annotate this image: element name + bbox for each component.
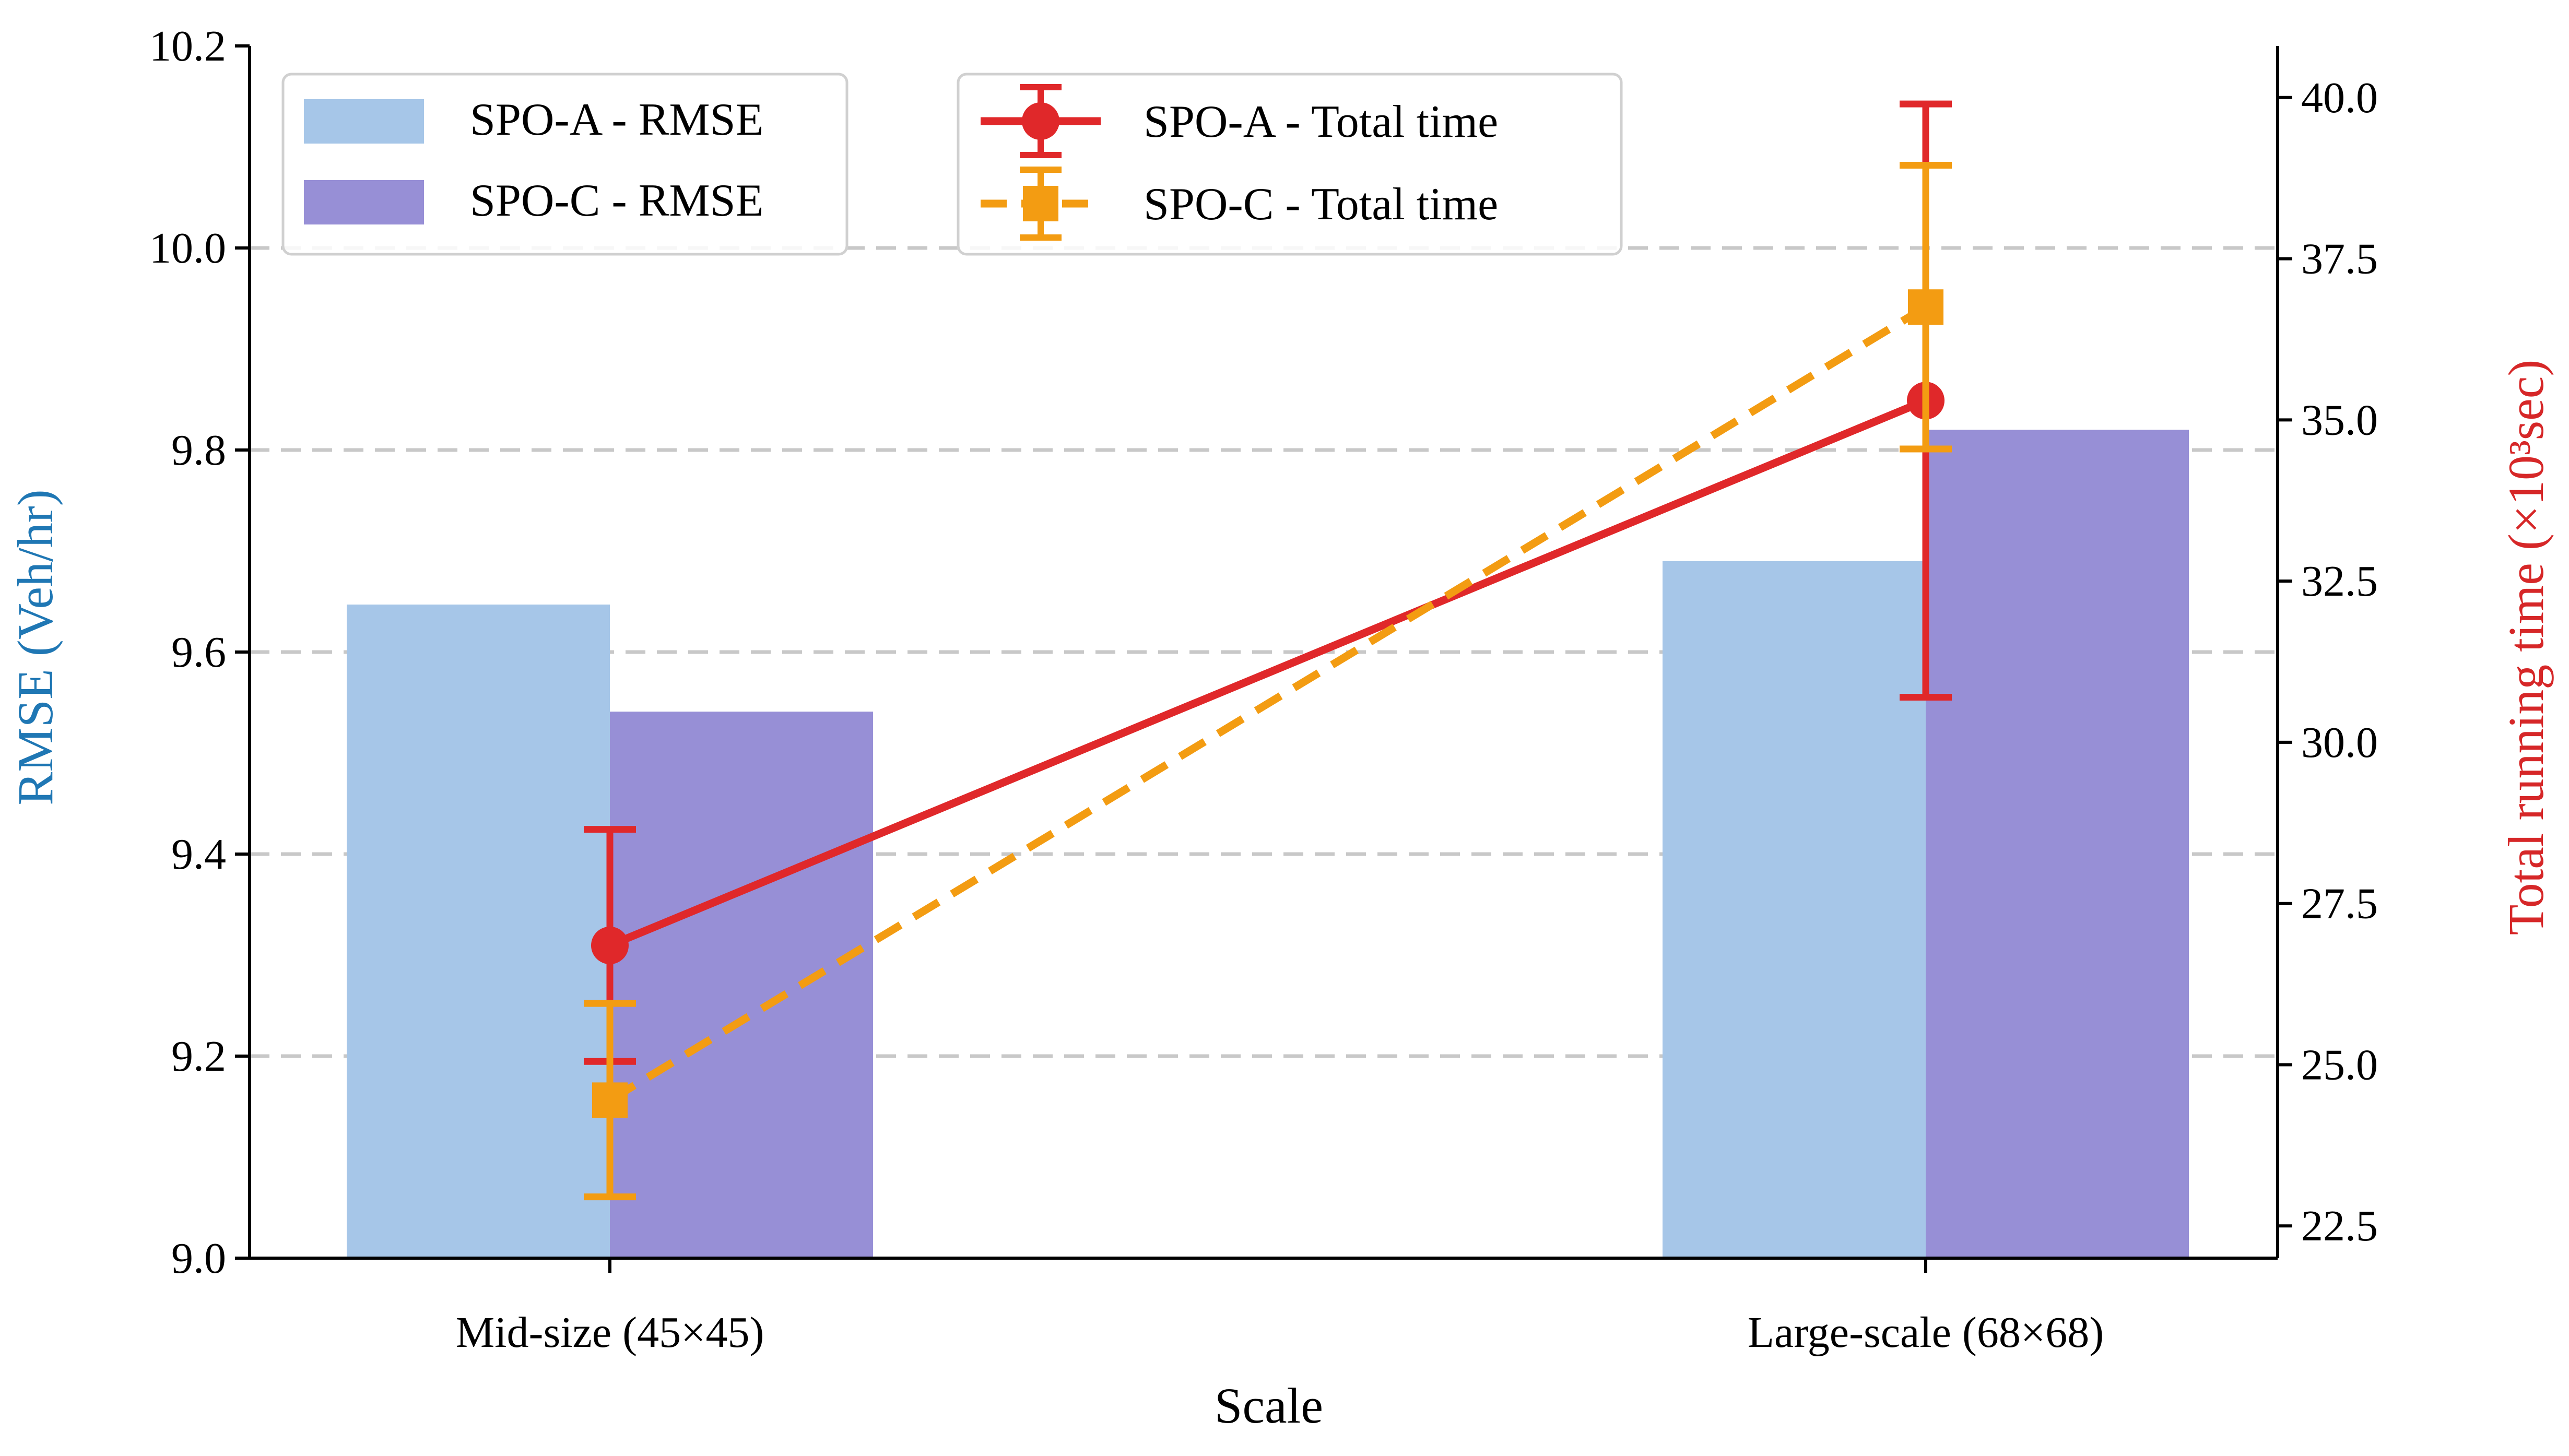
right-tick-label: 30.0	[2301, 718, 2378, 767]
x-axis-title: Scale	[1215, 1378, 1323, 1434]
line-layer	[584, 100, 1952, 1201]
legend-swatch-spo-c-rmse	[304, 180, 424, 224]
axes: 9.0 9.2 9.4 9.6 9.8 10.0 10.2 22.5 25.0 27.5 30.0 3…	[149, 22, 2378, 1357]
right-tick-label: 27.5	[2301, 880, 2378, 928]
legend-marker-circle	[1022, 102, 1059, 140]
legend-swatch-spo-a-rmse	[304, 99, 424, 144]
right-tick-label: 35.0	[2301, 396, 2378, 444]
legend-label: SPO-C - RMSE	[470, 175, 763, 226]
left-tick-label: 9.6	[171, 628, 226, 677]
x-tick-label: Large-scale (68×68)	[1748, 1308, 2104, 1357]
right-tick-label: 37.5	[2301, 235, 2378, 283]
right-tick-label: 25.0	[2301, 1040, 2378, 1089]
marker-spo-a-0	[591, 926, 629, 964]
marker-spo-c-0	[592, 1082, 628, 1118]
legend-box-time	[957, 73, 1623, 256]
right-axis-title: Total running time (×10³sec)	[2498, 360, 2554, 936]
bar-spo-c-0	[610, 712, 873, 1258]
legend-label: SPO-A - RMSE	[470, 94, 763, 145]
left-tick-label: 9.0	[171, 1234, 226, 1283]
left-axis-title: RMSE (Veh/hr)	[7, 489, 63, 805]
legend-marker-square	[1023, 186, 1058, 221]
series-line-spo-a	[608, 397, 1927, 949]
legends: SPO-A - RMSE SPO-C - RMSE SPO-A - Total ti…	[281, 73, 1623, 256]
bar-spo-a-1	[1663, 561, 1926, 1258]
left-tick-label: 9.4	[171, 830, 226, 879]
marker-spo-c-1	[1908, 289, 1943, 325]
bar-spo-c-1	[1926, 430, 2189, 1258]
left-tick-label: 10.2	[149, 22, 226, 70]
right-tick-label: 22.5	[2301, 1202, 2378, 1250]
legend-label: SPO-C - Total time	[1144, 179, 1498, 230]
bar-layer	[347, 430, 2189, 1258]
left-tick-label: 9.8	[171, 426, 226, 475]
right-tick-label: 40.0	[2301, 74, 2378, 122]
left-tick-label: 10.0	[149, 224, 226, 273]
bar-spo-a-0	[347, 605, 610, 1258]
x-tick-label: Mid-size (45×45)	[456, 1308, 764, 1357]
legend-label: SPO-A - Total time	[1144, 97, 1498, 147]
right-tick-label: 32.5	[2301, 557, 2378, 606]
series-line-spo-c	[608, 303, 1928, 1104]
left-tick-label: 9.2	[171, 1032, 226, 1081]
